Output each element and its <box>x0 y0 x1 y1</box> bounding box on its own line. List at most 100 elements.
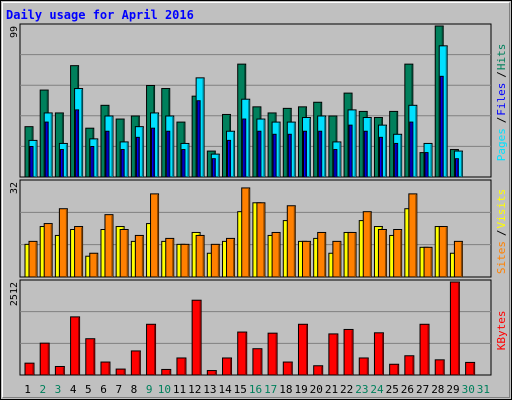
bar-pages-12-shade <box>198 101 201 177</box>
day-label-26: 26 <box>401 383 414 396</box>
bar-kbytes-9-shade <box>154 325 156 375</box>
day-label-11: 11 <box>173 383 186 396</box>
bar-kbytes-5-shade <box>93 339 95 375</box>
bar-kbytes-12-shade <box>199 301 202 375</box>
legend-hits-files-pages-3: / <box>495 71 508 78</box>
day-label-14: 14 <box>218 383 232 396</box>
bar-sites-14-shade <box>233 239 235 277</box>
bar-pages-25-shade <box>396 144 398 177</box>
legend-hits-files-pages-4: Hits <box>495 44 508 71</box>
bar-pages-6-shade <box>107 132 109 177</box>
day-label-21: 21 <box>325 383 338 396</box>
bar-files-22-shade <box>354 110 357 177</box>
legend-hits-files-pages-0: Pages <box>495 128 508 161</box>
bar-pages-19-shade <box>304 132 307 177</box>
bar-files-11-shade <box>187 144 189 177</box>
bar-kbytes-17-shade <box>275 334 278 375</box>
bar-kbytes-8-shade <box>138 351 141 375</box>
bar-pages-8-shade <box>137 138 140 177</box>
day-label-15: 15 <box>234 383 247 396</box>
bar-files-1-shade <box>35 141 37 177</box>
bar-files-15-shade <box>248 100 250 177</box>
bar-pages-5-shade <box>92 147 94 177</box>
day-label-24: 24 <box>370 383 384 396</box>
bar-pages-11-shade <box>183 150 185 177</box>
bar-sites-18-shade <box>293 206 296 277</box>
bar-sites-4-shade <box>81 227 83 277</box>
bar-files-16-shade <box>263 120 265 177</box>
bar-kbytes-26-shade <box>412 356 414 375</box>
bar-sites-29-shade <box>460 242 463 277</box>
bar-files-8-shade <box>141 127 144 177</box>
bar-kbytes-1-shade <box>32 364 34 375</box>
bar-kbytes-3-shade <box>62 367 65 375</box>
bar-sites-20-shade <box>324 233 326 277</box>
bar-sites-7-shade <box>126 230 129 277</box>
bar-kbytes-25-shade <box>397 365 399 375</box>
legend-hits-files-pages-1: / <box>495 117 508 124</box>
day-label-4: 4 <box>70 383 77 396</box>
bar-sites-1-shade <box>35 242 37 277</box>
bar-kbytes-7-shade <box>123 370 126 375</box>
bar-pages-28-shade <box>441 77 444 177</box>
bar-pages-16-shade <box>259 132 261 177</box>
bar-sites-17-shade <box>278 233 281 277</box>
bar-pages-23-shade <box>365 132 368 177</box>
bar-pages-26-shade <box>411 123 413 177</box>
bar-kbytes-18-shade <box>290 363 293 375</box>
bar-kbytes-2-shade <box>47 344 50 375</box>
bar-pages-21-shade <box>335 150 337 177</box>
bar-kbytes-23-shade <box>366 358 369 375</box>
bar-pages-4-shade <box>77 110 79 177</box>
bar-pages-27-shade <box>426 153 429 177</box>
bar-kbytes-27-shade <box>427 325 430 375</box>
bar-kbytes-13-shade <box>214 371 217 375</box>
bar-files-4-shade <box>81 89 83 177</box>
bar-files-3-shade <box>65 144 68 177</box>
day-label-7: 7 <box>115 383 122 396</box>
day-label-2: 2 <box>39 383 46 396</box>
bar-kbytes-19-shade <box>305 325 308 375</box>
legend-sites-visits-0: Sites <box>495 241 508 274</box>
bar-sites-5-shade <box>96 254 98 277</box>
bar-sites-24-shade <box>384 230 387 277</box>
bar-sites-15-shade <box>248 188 250 277</box>
bar-files-6-shade <box>111 116 113 177</box>
bar-files-18-shade <box>293 123 296 177</box>
day-label-9: 9 <box>146 383 153 396</box>
bar-files-5-shade <box>96 139 98 177</box>
bar-pages-22-shade <box>350 126 353 177</box>
bar-sites-2-shade <box>50 224 53 277</box>
bar-pages-29-shade <box>456 159 459 177</box>
bar-kbytes-15-shade <box>245 333 247 375</box>
day-label-22: 22 <box>340 383 353 396</box>
bar-sites-23-shade <box>369 212 372 277</box>
bar-files-23-shade <box>369 118 372 177</box>
bar-sites-22-shade <box>354 233 357 277</box>
legend-kbytes-0: KBytes <box>495 311 508 351</box>
panel-sites-visits-max-label: 32 <box>9 182 20 194</box>
bar-pages-2-shade <box>46 123 49 177</box>
day-label-25: 25 <box>386 383 399 396</box>
bar-sites-11-shade <box>187 245 189 277</box>
bar-kbytes-4-shade <box>78 317 80 375</box>
bar-sites-10-shade <box>172 239 174 277</box>
day-label-29: 29 <box>446 383 459 396</box>
bar-files-2-shade <box>50 113 53 177</box>
bar-kbytes-22-shade <box>351 330 354 375</box>
panel-hits-files-pages-max-label: 99 <box>9 26 20 38</box>
bar-kbytes-24-shade <box>381 333 384 375</box>
bar-pages-1-shade <box>31 147 33 177</box>
day-label-19: 19 <box>294 383 307 396</box>
bar-files-26-shade <box>415 106 417 177</box>
bar-pages-20-shade <box>320 132 322 177</box>
bar-kbytes-14-shade <box>230 358 232 375</box>
bar-files-12-shade <box>202 78 205 177</box>
bar-pages-9-shade <box>153 129 155 177</box>
bar-pages-15-shade <box>244 120 246 177</box>
day-label-17: 17 <box>264 383 277 396</box>
legend-hits-files-pages-2: Files <box>495 83 508 116</box>
bar-pages-18-shade <box>289 135 292 177</box>
bar-sites-9-shade <box>157 194 159 277</box>
